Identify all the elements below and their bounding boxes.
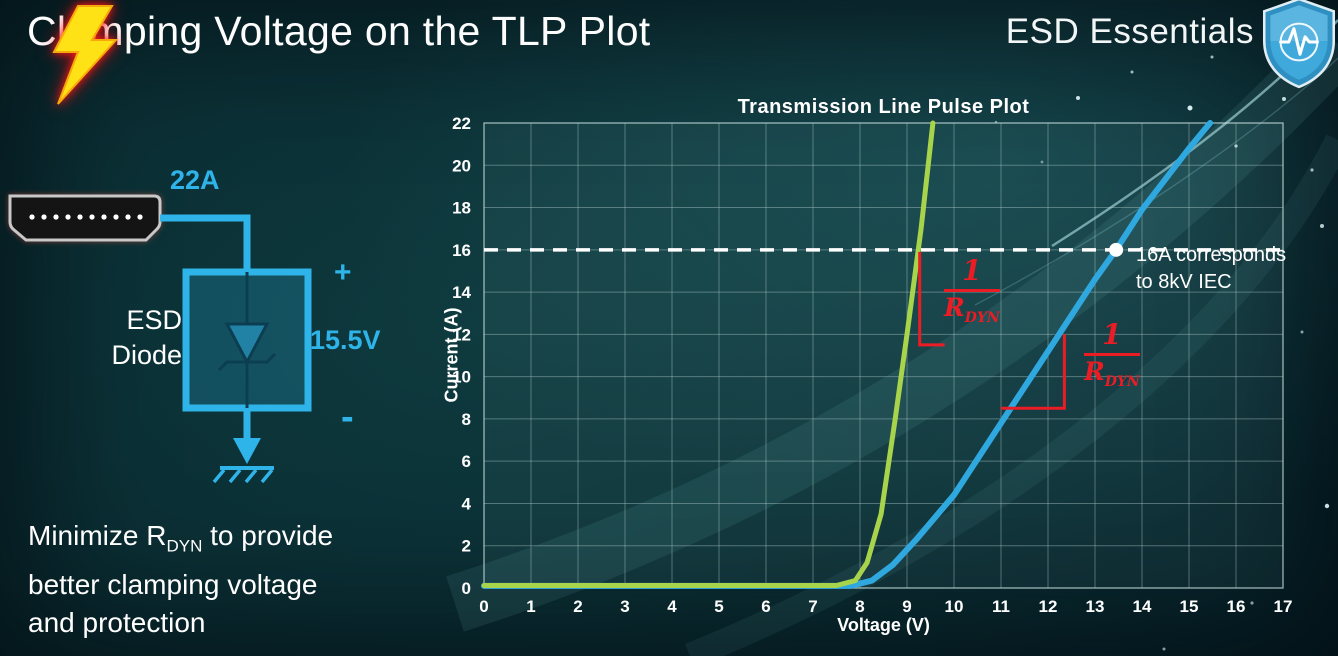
x-tick-label: 7: [808, 597, 817, 616]
x-tick-label: 1: [526, 597, 535, 616]
decorative-dot: [1320, 224, 1324, 228]
caption-line1-subscript: DYN: [166, 536, 203, 556]
rdyn-numerator: 1: [1084, 319, 1140, 356]
decorative-dot: [1310, 168, 1314, 172]
rdyn-denominator: RDYN: [1084, 356, 1140, 390]
x-tick-label: 0: [479, 597, 488, 616]
decorative-dot: [1250, 601, 1254, 605]
surge-current-label: 22A: [170, 165, 220, 195]
x-tick-label: 13: [1086, 597, 1105, 616]
pulse-line-icon: [1279, 27, 1319, 56]
shield-inner: [1270, 5, 1328, 80]
decorative-dots: [994, 55, 1330, 651]
blue-tlp-curve: [481, 120, 1214, 589]
x-tick-label: 15: [1180, 597, 1199, 616]
x-tick-label: 3: [620, 597, 629, 616]
y-tick-label: 16: [452, 241, 471, 260]
zener-diode-symbol: [217, 272, 277, 408]
y-tick-label: 4: [462, 494, 472, 513]
decorative-dot: [1130, 70, 1134, 74]
tlp-chart: 0 1 2 3 4 5 6 7 8 9 10 11 12 13 14 15 16 17 0 2 4 6 8 10 12 14 16 1…: [420, 95, 1338, 656]
x-tick-label: 11: [992, 597, 1010, 616]
lightning-bolt-icon: [52, 5, 119, 105]
connector-wire: [160, 214, 251, 272]
rdyn-fraction-green: 1 RDYN: [944, 255, 1000, 326]
connector-pins: [29, 214, 143, 220]
green-rdyn-slope: [918, 251, 945, 347]
decorative-dot: [1210, 55, 1214, 59]
chart-title: Transmission Line Pulse Plot: [737, 96, 1030, 118]
tlp-chart-canvas: 0 1 2 3 4 5 6 7 8 9 10 11 12 13 14 15 16 1702468101214161…: [452, 114, 1293, 616]
x-tick-label: 10: [945, 597, 964, 616]
plot-border: [483, 122, 1284, 589]
decorative-dot: [1040, 160, 1044, 164]
y-tick-label: 18: [452, 199, 471, 218]
caption-line3: and protection: [28, 606, 206, 638]
blue-rdyn-slope: [1001, 334, 1066, 410]
y-tick-label: 14: [452, 283, 471, 302]
page-title: Clamping Voltage on the TLP Plot: [27, 8, 651, 54]
esd-circuit-diagram: [8, 5, 312, 484]
hdmi-connector-icon: [8, 194, 162, 242]
x-tick-label: 5: [714, 597, 723, 616]
decorative-dot: [1282, 97, 1286, 101]
x-tick-label: 6: [761, 597, 770, 616]
decorative-swoosh: [446, 24, 1338, 632]
rdyn-fraction-blue: 1 RDYN: [1084, 319, 1140, 390]
rdyn-denominator: RDYN: [944, 292, 1000, 326]
decorative-dot: [1300, 330, 1304, 334]
decorative-swoosh: [974, 57, 1338, 306]
plot-area: [484, 123, 1283, 588]
y-tick-label: 12: [452, 325, 471, 344]
x-tick-label: 8: [855, 597, 864, 616]
decorative-dot: [1076, 96, 1080, 100]
ground-symbol: [212, 408, 274, 484]
x-tick-label: 12: [1039, 597, 1058, 616]
y-tick-label: 22: [452, 114, 471, 133]
caption-line1: Minimize RDYN to provide: [28, 520, 334, 556]
polarity-minus-label: -: [341, 396, 354, 438]
y-tick-label: 10: [452, 368, 471, 387]
x-tick-label: 2: [573, 597, 582, 616]
device-name-line2: Diode: [111, 340, 182, 370]
marker-annotation-line2: to 8kV IEC: [1136, 271, 1232, 293]
clamping-voltage-label: 15.5V: [310, 325, 381, 355]
diode-triangle: [224, 322, 270, 366]
green-tlp-curve: [481, 120, 936, 588]
x-tick-label: 16: [1227, 597, 1246, 616]
polarity-plus-label: +: [334, 256, 352, 289]
arrow-down-icon: [233, 438, 261, 464]
marker-dot: [1109, 242, 1124, 257]
shield-pulse-icon: [1262, 0, 1336, 89]
decorative-dot: [1234, 144, 1238, 148]
x-tick-label: 9: [902, 597, 911, 616]
y-tick-label: 0: [462, 579, 471, 598]
decorative-dot: [1187, 105, 1193, 111]
ground-hatch: [212, 468, 274, 484]
y-tick-label: 2: [462, 537, 471, 556]
rdyn-numerator: 1: [944, 255, 1000, 292]
x-tick-label: 14: [1133, 597, 1152, 616]
decorative-swoosh: [685, 134, 1338, 656]
device-name-label: ESD Diode: [86, 303, 182, 373]
connector-body: [8, 194, 162, 242]
x-tick-label: 17: [1274, 597, 1293, 616]
decorative-dot: [1324, 503, 1330, 509]
caption-line2: better clamping voltage: [28, 568, 318, 600]
marker-annotation-line1: 16A corresponds: [1136, 244, 1287, 266]
y-tick-label: 8: [462, 410, 471, 429]
y-tick-label: 6: [462, 452, 471, 471]
x-axis-label: Voltage (V): [837, 615, 930, 635]
y-tick-label: 20: [452, 156, 471, 175]
x-tick-label: 4: [667, 597, 677, 616]
brand-name: ESD Essentials: [1005, 12, 1254, 51]
decorative-dot: [1162, 647, 1166, 651]
y-axis-label: Current (A): [441, 307, 462, 403]
caption: Minimize RDYN to provide better clamping…: [28, 517, 333, 642]
device-name-line1: ESD: [126, 305, 182, 335]
marker-annotation: 16A corresponds to 8kV IEC: [1136, 242, 1286, 296]
